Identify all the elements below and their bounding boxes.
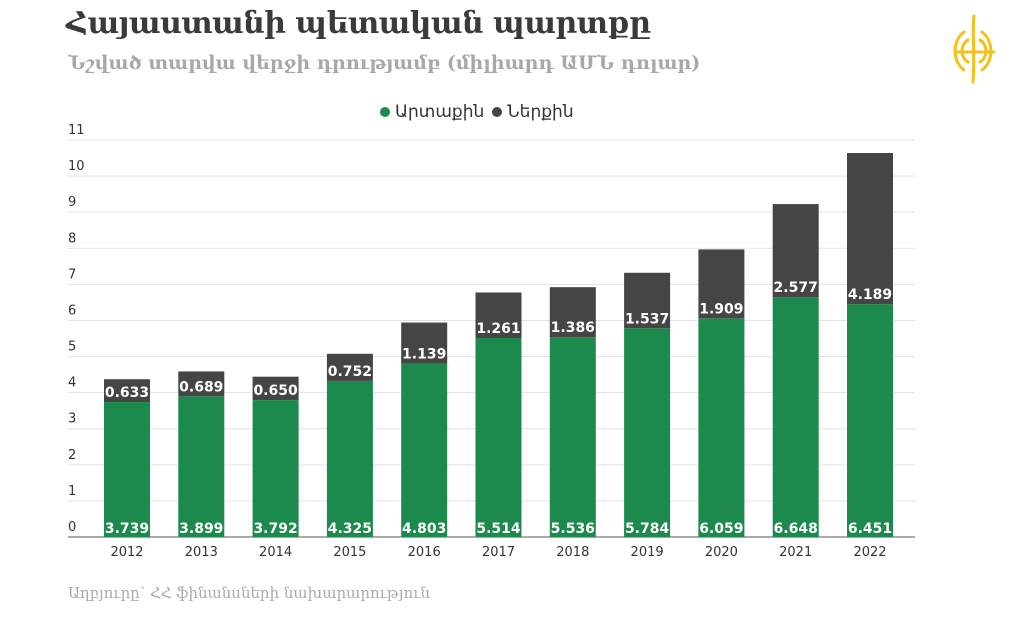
bar-external bbox=[104, 402, 150, 537]
legend-label: Արտաքին bbox=[395, 102, 485, 122]
data-label: 6.059 bbox=[699, 521, 743, 537]
x-tick-label: 2014 bbox=[259, 545, 292, 560]
y-tick-label: 1 bbox=[68, 484, 76, 499]
data-label: 3.739 bbox=[105, 521, 149, 537]
bar-internal bbox=[475, 292, 522, 338]
bar-internal bbox=[624, 272, 671, 329]
bar-external bbox=[847, 304, 893, 537]
bar-external bbox=[252, 400, 299, 537]
data-label: 0.633 bbox=[105, 385, 149, 401]
data-label: 5.536 bbox=[551, 521, 595, 537]
x-tick-label: 2020 bbox=[705, 545, 738, 560]
y-tick-label: 8 bbox=[68, 231, 76, 246]
data-label: 3.792 bbox=[253, 521, 297, 537]
y-tick-label: 10 bbox=[68, 159, 85, 174]
bar-external bbox=[475, 337, 522, 537]
y-tick-label: 9 bbox=[68, 195, 76, 210]
x-tick-label: 2022 bbox=[853, 545, 886, 560]
data-label: 2.577 bbox=[774, 280, 818, 296]
x-tick-label: 2016 bbox=[408, 545, 441, 560]
bar-external bbox=[549, 337, 596, 537]
bar-external bbox=[624, 328, 671, 537]
bar-external bbox=[326, 380, 373, 537]
data-label: 1.909 bbox=[699, 301, 743, 317]
legend-item-external: Արտաքին bbox=[380, 102, 484, 122]
logo-icon bbox=[950, 12, 1000, 91]
y-tick-label: 3 bbox=[68, 412, 76, 427]
x-tick-label: 2021 bbox=[779, 545, 812, 560]
data-label: 1.537 bbox=[625, 311, 669, 327]
y-tick-label: 0 bbox=[68, 520, 76, 535]
legend-dot-icon bbox=[492, 107, 503, 117]
x-tick-label: 2015 bbox=[333, 545, 366, 560]
bar-internal bbox=[104, 379, 150, 403]
x-tick-label: 2012 bbox=[110, 545, 143, 560]
data-label: 1.261 bbox=[476, 321, 520, 337]
source-note: Աղբյուրը՝ ՀՀ ֆինանսների նախարարություն bbox=[68, 584, 431, 602]
data-label: 4.189 bbox=[848, 287, 892, 303]
chart-title: Հայաստանի պետական պարտքը bbox=[66, 6, 651, 41]
y-tick-label: 7 bbox=[68, 267, 76, 282]
x-tick-label: 2018 bbox=[556, 545, 589, 560]
y-tick-label: 11 bbox=[68, 123, 85, 138]
data-label: 5.784 bbox=[625, 521, 670, 537]
y-tick-label: 4 bbox=[68, 376, 76, 391]
legend-item-internal: Ներքին bbox=[492, 102, 574, 122]
data-label: 0.752 bbox=[328, 364, 372, 380]
bar-internal bbox=[772, 204, 819, 298]
bar-internal bbox=[326, 353, 373, 381]
y-tick-label: 5 bbox=[68, 340, 76, 355]
bar-internal bbox=[178, 371, 225, 397]
data-label: 1.386 bbox=[551, 320, 595, 336]
bar-external bbox=[401, 363, 448, 537]
y-tick-label: 2 bbox=[68, 448, 76, 463]
data-label: 0.650 bbox=[253, 383, 298, 399]
data-label: 6.648 bbox=[774, 521, 818, 537]
legend-label: Ներքին bbox=[507, 102, 574, 122]
x-tick-label: 2013 bbox=[185, 545, 218, 560]
legend-dot-icon bbox=[380, 107, 390, 117]
data-label: 1.139 bbox=[402, 347, 446, 363]
legend: Արտաքին Ներքին bbox=[380, 102, 574, 122]
data-label: 0.689 bbox=[179, 379, 223, 395]
data-label: 6.451 bbox=[848, 521, 892, 537]
bar-external bbox=[772, 297, 819, 537]
bar-external bbox=[698, 318, 745, 537]
data-label: 3.899 bbox=[179, 521, 223, 537]
x-tick-label: 2019 bbox=[631, 545, 664, 560]
y-tick-label: 6 bbox=[68, 303, 76, 318]
chart-subtitle: Նշված տարվա վերջի դրությամբ (միլիարդ ԱՄՆ… bbox=[68, 52, 701, 74]
data-label: 5.514 bbox=[476, 521, 521, 537]
data-label: 4.325 bbox=[328, 521, 372, 537]
data-label: 4.803 bbox=[402, 521, 446, 537]
x-tick-label: 2017 bbox=[482, 545, 515, 560]
bar-external bbox=[178, 396, 225, 537]
bar-internal bbox=[252, 376, 299, 401]
bar-internal bbox=[847, 152, 893, 305]
bar-internal bbox=[698, 249, 745, 319]
bar-internal bbox=[401, 322, 448, 364]
bar-internal bbox=[549, 287, 596, 338]
